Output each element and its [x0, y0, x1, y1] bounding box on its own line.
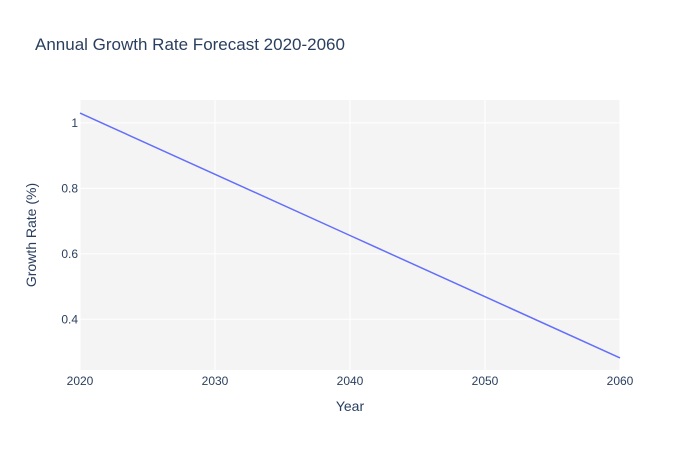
y-tick-label: 1 — [71, 116, 78, 130]
x-tick-label: 2050 — [472, 374, 499, 388]
grid-lines — [79, 100, 621, 370]
x-axis-title: Year — [336, 398, 365, 414]
x-tick-label: 2060 — [607, 374, 634, 388]
chart-title: Annual Growth Rate Forecast 2020-2060 — [35, 35, 345, 54]
x-tick-label: 2030 — [202, 374, 229, 388]
y-axis-ticks: 0.4 0.6 0.8 1 — [61, 116, 78, 326]
x-tick-label: 2020 — [67, 374, 94, 388]
series-line — [79, 112, 621, 359]
x-tick-label: 2040 — [337, 374, 364, 388]
x-axis-ticks: 2020 2030 2040 2050 2060 — [67, 374, 634, 388]
y-axis-title: Growth Rate (%) — [23, 183, 39, 287]
y-tick-label: 0.4 — [61, 312, 78, 326]
series-group — [79, 112, 621, 359]
y-tick-label: 0.8 — [61, 181, 78, 195]
y-tick-label: 0.6 — [61, 247, 78, 261]
